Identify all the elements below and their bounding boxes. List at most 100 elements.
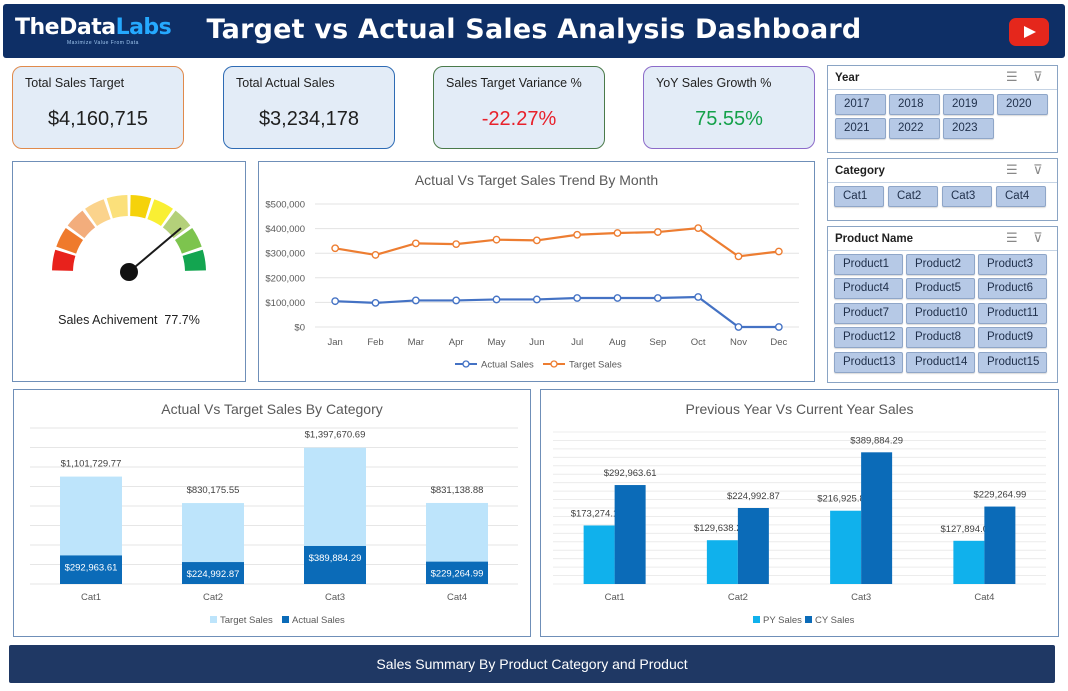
clear-filter-icon[interactable]: ⊽ (1033, 230, 1043, 245)
x-tick-label: Apr (449, 337, 464, 348)
data-point (653, 294, 662, 302)
data-point (452, 240, 461, 248)
slicer-divider (828, 250, 1057, 251)
x-tick-label: Cat1 (605, 592, 625, 603)
slicer-option[interactable]: Product15 (978, 351, 1047, 373)
slicer-option[interactable]: Product10 (906, 302, 975, 324)
data-label: $389,884.29 (309, 553, 362, 564)
x-tick-label: Cat1 (81, 592, 101, 603)
x-tick-label: Cat3 (325, 592, 345, 603)
slicer-divider (828, 182, 1057, 183)
gauge-segment (106, 195, 128, 219)
sales-summary-section-header: Sales Summary By Product Category and Pr… (9, 645, 1055, 683)
slicer-option[interactable]: 2018 (889, 94, 940, 115)
x-tick-label: Cat2 (728, 592, 748, 603)
slicer-option[interactable]: Product7 (834, 302, 903, 324)
bar-py-sales (706, 540, 738, 584)
slicer-option[interactable]: Product8 (906, 327, 975, 349)
youtube-play-icon[interactable] (1009, 18, 1049, 46)
slicer-option[interactable]: 2017 (835, 94, 886, 115)
slicer-option[interactable]: 2021 (835, 118, 886, 139)
slicer-option[interactable]: 2023 (943, 118, 994, 139)
gauge-segment (130, 195, 152, 219)
kpi-label: Total Sales Target (25, 76, 125, 90)
gauge-needle (128, 227, 182, 273)
y-tick-label: $0 (294, 323, 305, 334)
kpi-card-sales-target-variance: Sales Target Variance % -22.27% (433, 66, 605, 149)
bar-cy-sales (614, 485, 646, 584)
x-tick-label: Cat2 (203, 592, 223, 603)
series-line (334, 226, 779, 258)
x-tick-label: Mar (408, 337, 424, 348)
slicer-option[interactable]: Product13 (834, 351, 903, 373)
data-point (573, 230, 582, 239)
legend-label: Actual Sales (481, 360, 534, 371)
slicer-option[interactable]: Product1 (834, 254, 903, 275)
slicer-option[interactable]: Product9 (978, 327, 1047, 349)
slicer-option[interactable]: Cat2 (888, 186, 938, 207)
slicer-option[interactable]: 2022 (889, 118, 940, 139)
slicer-divider (828, 89, 1057, 90)
slicer-option[interactable]: Product14 (906, 351, 975, 373)
data-point (411, 296, 420, 305)
clear-filter-icon[interactable]: ⊽ (1033, 162, 1043, 177)
data-label: $229,264.99 (431, 569, 484, 580)
slicer-title: Category (835, 165, 885, 177)
dashboard-title: Target vs Actual Sales Analysis Dashboar… (206, 14, 862, 45)
gauge-needle-hub (120, 263, 138, 281)
kpi-label: Total Actual Sales (236, 76, 335, 90)
product-slicer: Product Name ☰ ⊽ Product1 Product2 Product… (827, 226, 1058, 383)
kpi-value: $4,160,715 (47, 108, 149, 130)
y-tick-label: $100,000 (265, 298, 305, 309)
legend-marker (462, 360, 470, 368)
bar-cy-sales (737, 508, 769, 584)
x-tick-label: Feb (367, 337, 383, 348)
kpi-value: -22.27% (481, 108, 557, 130)
slicer-option[interactable]: Cat1 (834, 186, 884, 207)
x-tick-label: Sep (649, 337, 666, 348)
multi-select-icon[interactable]: ☰ (1006, 162, 1018, 177)
slicer-option[interactable]: Product12 (834, 327, 903, 349)
y-tick-label: $200,000 (265, 273, 305, 284)
slicer-option[interactable]: 2019 (943, 94, 994, 115)
data-label: $1,101,729.77 (61, 459, 122, 470)
bar-py-sales (583, 525, 615, 584)
kpi-label: YoY Sales Growth % (656, 76, 772, 90)
data-point (492, 235, 501, 244)
slicer-title: Product Name (835, 233, 913, 245)
data-point (371, 298, 380, 307)
py-vs-cy-chart-panel: Previous Year Vs Current Year Sales $173… (540, 389, 1059, 637)
bar-cy-sales (984, 506, 1016, 584)
data-label: $224,992.87 (187, 569, 240, 580)
series-line (335, 295, 779, 329)
slicer-option[interactable]: Product11 (978, 302, 1047, 324)
data-label: $229,264.99 (973, 490, 1026, 501)
slicer-option[interactable]: Product2 (906, 254, 975, 275)
data-point (331, 297, 340, 306)
legend-swatch (753, 616, 760, 623)
category-slicer: Category ☰ ⊽ Cat1 Cat2 Cat3 Cat4 (827, 158, 1058, 221)
category-sales-chart-panel: Actual Vs Target Sales By Category $1,10… (13, 389, 531, 637)
multi-select-icon[interactable]: ☰ (1006, 69, 1018, 84)
slicer-option[interactable]: Product5 (906, 278, 975, 300)
x-tick-label: Cat3 (851, 592, 871, 603)
clear-filter-icon[interactable]: ⊽ (1033, 69, 1043, 84)
slicer-option[interactable]: Product6 (978, 278, 1047, 300)
slicer-option[interactable]: 2020 (997, 94, 1048, 115)
slicer-option[interactable]: Product3 (978, 254, 1047, 275)
slicer-option[interactable]: Cat4 (996, 186, 1046, 207)
multi-select-icon[interactable]: ☰ (1006, 230, 1018, 245)
slicer-option[interactable]: Product4 (834, 278, 903, 300)
dashboard-header: TheDataLabs Maximize Value From Data Tar… (3, 4, 1065, 58)
monthly-trend-chart: $0 $100,000 $200,000 $300,000 $400,000 $500,0… (265, 200, 799, 371)
gauge-panel: Sales Achivement 77.7% (12, 161, 246, 382)
y-tick-label: $400,000 (265, 224, 305, 235)
legend-swatch (282, 616, 289, 623)
data-point (694, 293, 703, 301)
chart-title: Actual Vs Target Sales By Category (161, 401, 383, 417)
slicer-option[interactable]: Cat3 (942, 186, 992, 207)
data-label: $173,274.13 (571, 508, 624, 519)
gauge-segment (147, 199, 173, 227)
kpi-value: $3,234,178 (258, 108, 360, 130)
gauge-segment (85, 199, 111, 227)
